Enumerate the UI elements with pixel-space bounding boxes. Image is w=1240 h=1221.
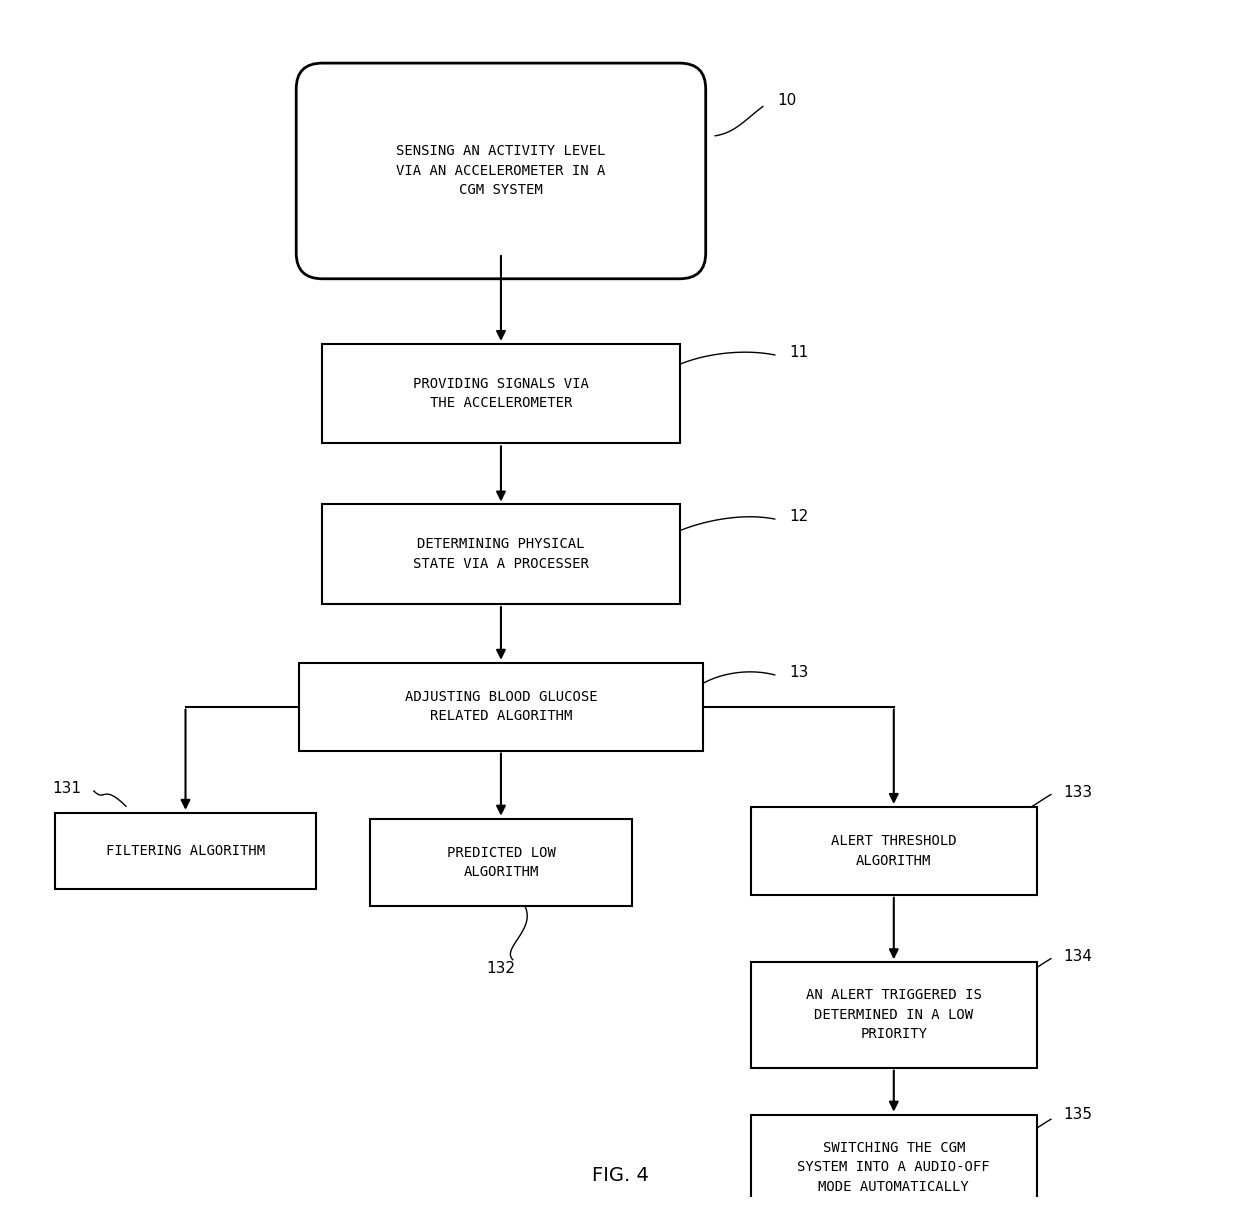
FancyBboxPatch shape (751, 1115, 1037, 1220)
Text: FIG. 4: FIG. 4 (591, 1166, 649, 1184)
Text: 135: 135 (1064, 1107, 1092, 1122)
Text: AN ALERT TRIGGERED IS
DETERMINED IN A LOW
PRIORITY: AN ALERT TRIGGERED IS DETERMINED IN A LO… (806, 988, 982, 1042)
FancyBboxPatch shape (322, 344, 680, 443)
Text: FILTERING ALGORITHM: FILTERING ALGORITHM (105, 844, 265, 858)
Text: 13: 13 (789, 665, 808, 680)
Text: 134: 134 (1064, 949, 1092, 963)
Text: DETERMINING PHYSICAL
STATE VIA A PROCESSER: DETERMINING PHYSICAL STATE VIA A PROCESS… (413, 537, 589, 571)
FancyBboxPatch shape (751, 807, 1037, 895)
FancyBboxPatch shape (322, 504, 680, 604)
Text: SWITCHING THE CGM
SYSTEM INTO A AUDIO-OFF
MODE AUTOMATICALLY: SWITCHING THE CGM SYSTEM INTO A AUDIO-OF… (797, 1140, 990, 1194)
FancyBboxPatch shape (751, 962, 1037, 1067)
Text: 10: 10 (777, 93, 796, 109)
FancyBboxPatch shape (370, 818, 632, 906)
Text: PROVIDING SIGNALS VIA
THE ACCELEROMETER: PROVIDING SIGNALS VIA THE ACCELEROMETER (413, 377, 589, 410)
FancyBboxPatch shape (296, 63, 706, 278)
FancyBboxPatch shape (55, 813, 316, 889)
Text: 132: 132 (486, 961, 516, 976)
Text: 131: 131 (52, 781, 81, 796)
Text: ADJUSTING BLOOD GLUCOSE
RELATED ALGORITHM: ADJUSTING BLOOD GLUCOSE RELATED ALGORITH… (404, 690, 598, 723)
Text: 133: 133 (1064, 785, 1092, 800)
Text: 11: 11 (789, 346, 808, 360)
FancyBboxPatch shape (299, 663, 703, 751)
Text: SENSING AN ACTIVITY LEVEL
VIA AN ACCELEROMETER IN A
CGM SYSTEM: SENSING AN ACTIVITY LEVEL VIA AN ACCELER… (397, 144, 605, 198)
Text: PREDICTED LOW
ALGORITHM: PREDICTED LOW ALGORITHM (446, 846, 556, 879)
Text: 12: 12 (789, 509, 808, 524)
Text: ALERT THRESHOLD
ALGORITHM: ALERT THRESHOLD ALGORITHM (831, 834, 956, 868)
